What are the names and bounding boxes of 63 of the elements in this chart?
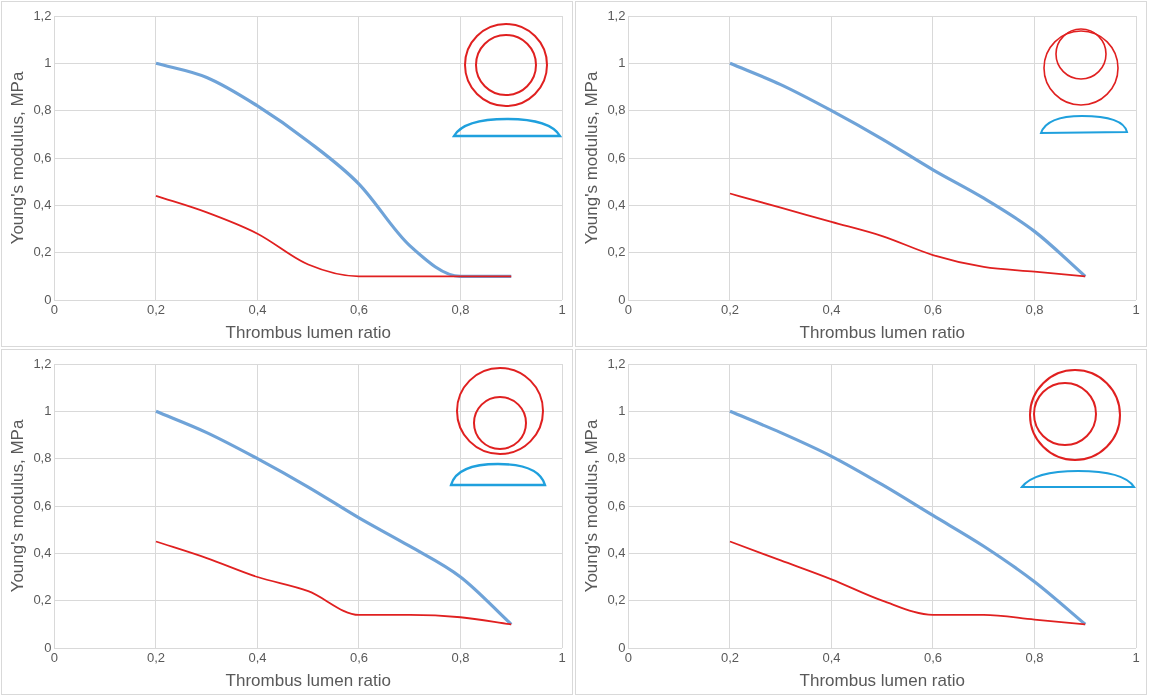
y-axis-title: Young's modulus, MPa (7, 71, 27, 245)
x-tick-label: 0,6 (349, 650, 369, 666)
y-tick-label: 0 (44, 639, 52, 655)
y-axis-title: Young's modulus, MPa (581, 419, 601, 593)
x-tick-label: 0,8 (1025, 650, 1044, 666)
y-tick-label: 1 (618, 54, 626, 70)
y-tick-label: 0,6 (607, 497, 626, 513)
y-tick-label: 0,2 (607, 244, 626, 260)
line-series (154, 409, 513, 626)
y-tick-label: 0,4 (607, 544, 626, 560)
x-tick-label: 0,4 (822, 650, 841, 666)
y-tick-label: 0,8 (607, 102, 626, 118)
x-tick-label: 0,8 (451, 302, 470, 318)
x-tick-label: 0,4 (248, 302, 267, 318)
x-tick-label: 0,4 (248, 650, 267, 666)
y-tick-label: 0 (44, 291, 52, 307)
line-series (729, 540, 1087, 626)
y-tick-label: 1,2 (33, 355, 52, 371)
y-tick-label: 1,2 (607, 7, 626, 23)
y-axis-title: Young's modulus, MPa (7, 419, 27, 593)
x-tick-label: 1 (558, 650, 566, 666)
y-tick-label: 0,2 (33, 244, 52, 260)
x-tick-label: 0,8 (451, 650, 470, 666)
x-axis-title: Thrombus lumen ratio (225, 323, 391, 343)
line-series (728, 409, 1087, 626)
x-tick-label: 0,6 (923, 302, 943, 318)
x-tick-label: 0,2 (146, 650, 166, 666)
y-tick-label: 0 (618, 291, 626, 307)
x-axis-title: Thrombus lumen ratio (799, 323, 965, 343)
x-tick-label: 0,2 (720, 650, 740, 666)
x-tick-label: 0,6 (923, 650, 943, 666)
y-tick-label: 0,8 (607, 450, 626, 466)
y-tick-label: 1,2 (33, 7, 52, 23)
x-tick-label: 0,6 (349, 302, 369, 318)
y-tick-label: 1 (44, 54, 52, 70)
y-tick-label: 0,6 (33, 149, 52, 165)
x-axis-title: Thrombus lumen ratio (799, 671, 965, 691)
y-tick-label: 0,2 (607, 592, 626, 608)
x-tick-label: 1 (1132, 302, 1140, 318)
x-axis-title: Thrombus lumen ratio (225, 671, 391, 691)
x-tick-label: 0,8 (1025, 302, 1044, 318)
line-series (155, 540, 513, 626)
y-tick-label: 0,6 (33, 497, 52, 513)
y-axis-title: Young's modulus, MPa (581, 71, 601, 245)
x-tick-label: 1 (558, 302, 566, 318)
line-series (729, 192, 1087, 278)
y-tick-label: 0,4 (33, 544, 52, 560)
x-tick-label: 0,4 (822, 302, 841, 318)
x-tick-label: 0,2 (146, 302, 166, 318)
x-tick-label: 1 (1132, 650, 1140, 666)
y-tick-label: 0,8 (33, 102, 52, 118)
x-tick-label: 0,2 (720, 302, 740, 318)
y-tick-label: 0,2 (33, 592, 52, 608)
y-tick-label: 1,2 (607, 355, 626, 371)
y-tick-label: 1 (44, 402, 52, 418)
y-tick-label: 0,6 (607, 149, 626, 165)
y-tick-label: 0,8 (33, 450, 52, 466)
line-series (155, 194, 513, 278)
y-tick-label: 1 (618, 402, 626, 418)
y-tick-label: 0,4 (33, 196, 52, 212)
y-tick-label: 0,4 (607, 196, 626, 212)
line-series (728, 61, 1087, 278)
y-tick-label: 0 (618, 639, 626, 655)
